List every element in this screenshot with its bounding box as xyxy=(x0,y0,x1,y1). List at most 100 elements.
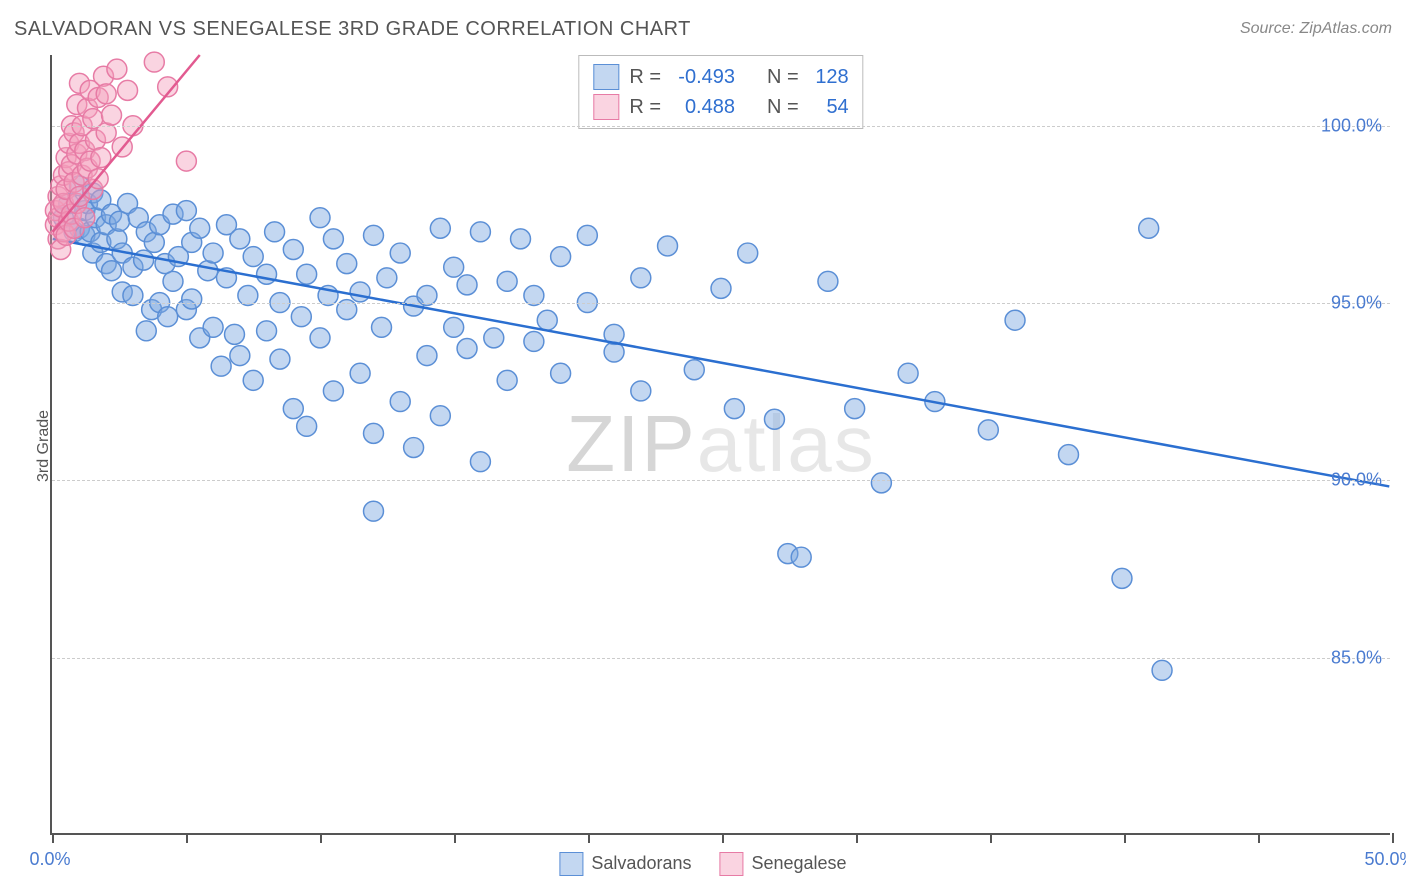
data-point xyxy=(134,250,154,270)
data-point xyxy=(372,317,392,337)
data-point xyxy=(136,321,156,341)
trend-line xyxy=(53,239,1390,487)
grid-line xyxy=(52,480,1390,481)
legend-swatch xyxy=(719,852,743,876)
grid-line xyxy=(52,126,1390,127)
data-point xyxy=(818,271,838,291)
data-point xyxy=(182,289,202,309)
legend-label: Salvadorans xyxy=(591,853,691,873)
data-point xyxy=(484,328,504,348)
data-point xyxy=(144,232,164,252)
data-point xyxy=(364,225,384,245)
data-point xyxy=(577,225,597,245)
data-point xyxy=(457,275,477,295)
data-point xyxy=(631,381,651,401)
y-tick-label: 90.0% xyxy=(1331,470,1382,491)
data-point xyxy=(176,151,196,171)
data-point xyxy=(310,328,330,348)
data-point xyxy=(198,261,218,281)
data-point xyxy=(310,208,330,228)
data-point xyxy=(337,254,357,274)
data-point xyxy=(176,201,196,221)
x-tick xyxy=(1124,833,1126,843)
data-point xyxy=(1005,310,1025,330)
data-point xyxy=(211,356,231,376)
source-attribution: Source: ZipAtlas.com xyxy=(1240,20,1392,38)
data-point xyxy=(283,399,303,419)
x-tick xyxy=(320,833,322,843)
data-point xyxy=(1112,568,1132,588)
x-tick xyxy=(186,833,188,843)
data-point xyxy=(230,346,250,366)
data-point xyxy=(791,547,811,567)
data-point xyxy=(537,310,557,330)
x-tick xyxy=(52,833,54,843)
data-point xyxy=(243,370,263,390)
data-point xyxy=(511,229,531,249)
data-point xyxy=(96,84,116,104)
data-point xyxy=(225,324,245,344)
grid-line xyxy=(52,303,1390,304)
data-point xyxy=(551,363,571,383)
y-tick-label: 95.0% xyxy=(1331,293,1382,314)
data-point xyxy=(430,218,450,238)
legend-item: Salvadorans xyxy=(559,852,691,876)
chart-title: SALVADORAN VS SENEGALESE 3RD GRADE CORRE… xyxy=(14,18,691,41)
data-point xyxy=(417,346,437,366)
data-point xyxy=(430,406,450,426)
data-point xyxy=(364,501,384,521)
data-point xyxy=(257,264,277,284)
data-point xyxy=(158,307,178,327)
legend-swatch xyxy=(559,852,583,876)
x-tick xyxy=(722,833,724,843)
legend-item: Senegalese xyxy=(719,852,846,876)
data-point xyxy=(404,438,424,458)
grid-line xyxy=(52,658,1390,659)
data-point xyxy=(144,52,164,72)
data-point xyxy=(631,268,651,288)
data-point xyxy=(297,416,317,436)
data-point xyxy=(898,363,918,383)
data-point xyxy=(470,222,490,242)
data-point xyxy=(377,268,397,288)
x-tick-label-max: 50.0% xyxy=(1364,849,1406,870)
data-point xyxy=(684,360,704,380)
x-tick xyxy=(1258,833,1260,843)
data-point xyxy=(75,208,95,228)
data-point xyxy=(390,243,410,263)
data-point xyxy=(1152,660,1172,680)
data-point xyxy=(524,331,544,351)
x-tick-label-min: 0.0% xyxy=(29,849,70,870)
data-point xyxy=(364,423,384,443)
x-tick xyxy=(1392,833,1394,843)
plot-svg xyxy=(52,55,1390,833)
data-point xyxy=(257,321,277,341)
data-point xyxy=(265,222,285,242)
legend-label: Senegalese xyxy=(751,853,846,873)
y-tick-label: 85.0% xyxy=(1331,647,1382,668)
data-point xyxy=(444,317,464,337)
data-point xyxy=(230,229,250,249)
data-point xyxy=(283,240,303,260)
x-tick xyxy=(454,833,456,843)
data-point xyxy=(270,349,290,369)
bottom-legend: Salvadorans Senegalese xyxy=(559,852,846,876)
data-point xyxy=(350,363,370,383)
data-point xyxy=(457,339,477,359)
data-point xyxy=(724,399,744,419)
data-point xyxy=(497,370,517,390)
data-point xyxy=(323,381,343,401)
x-tick xyxy=(588,833,590,843)
data-point xyxy=(297,264,317,284)
data-point xyxy=(323,229,343,249)
x-tick xyxy=(990,833,992,843)
data-point xyxy=(291,307,311,327)
data-point xyxy=(203,243,223,263)
data-point xyxy=(871,473,891,493)
data-point xyxy=(390,392,410,412)
data-point xyxy=(658,236,678,256)
data-point xyxy=(1059,445,1079,465)
data-point xyxy=(551,247,571,267)
data-point xyxy=(203,317,223,337)
data-point xyxy=(107,59,127,79)
